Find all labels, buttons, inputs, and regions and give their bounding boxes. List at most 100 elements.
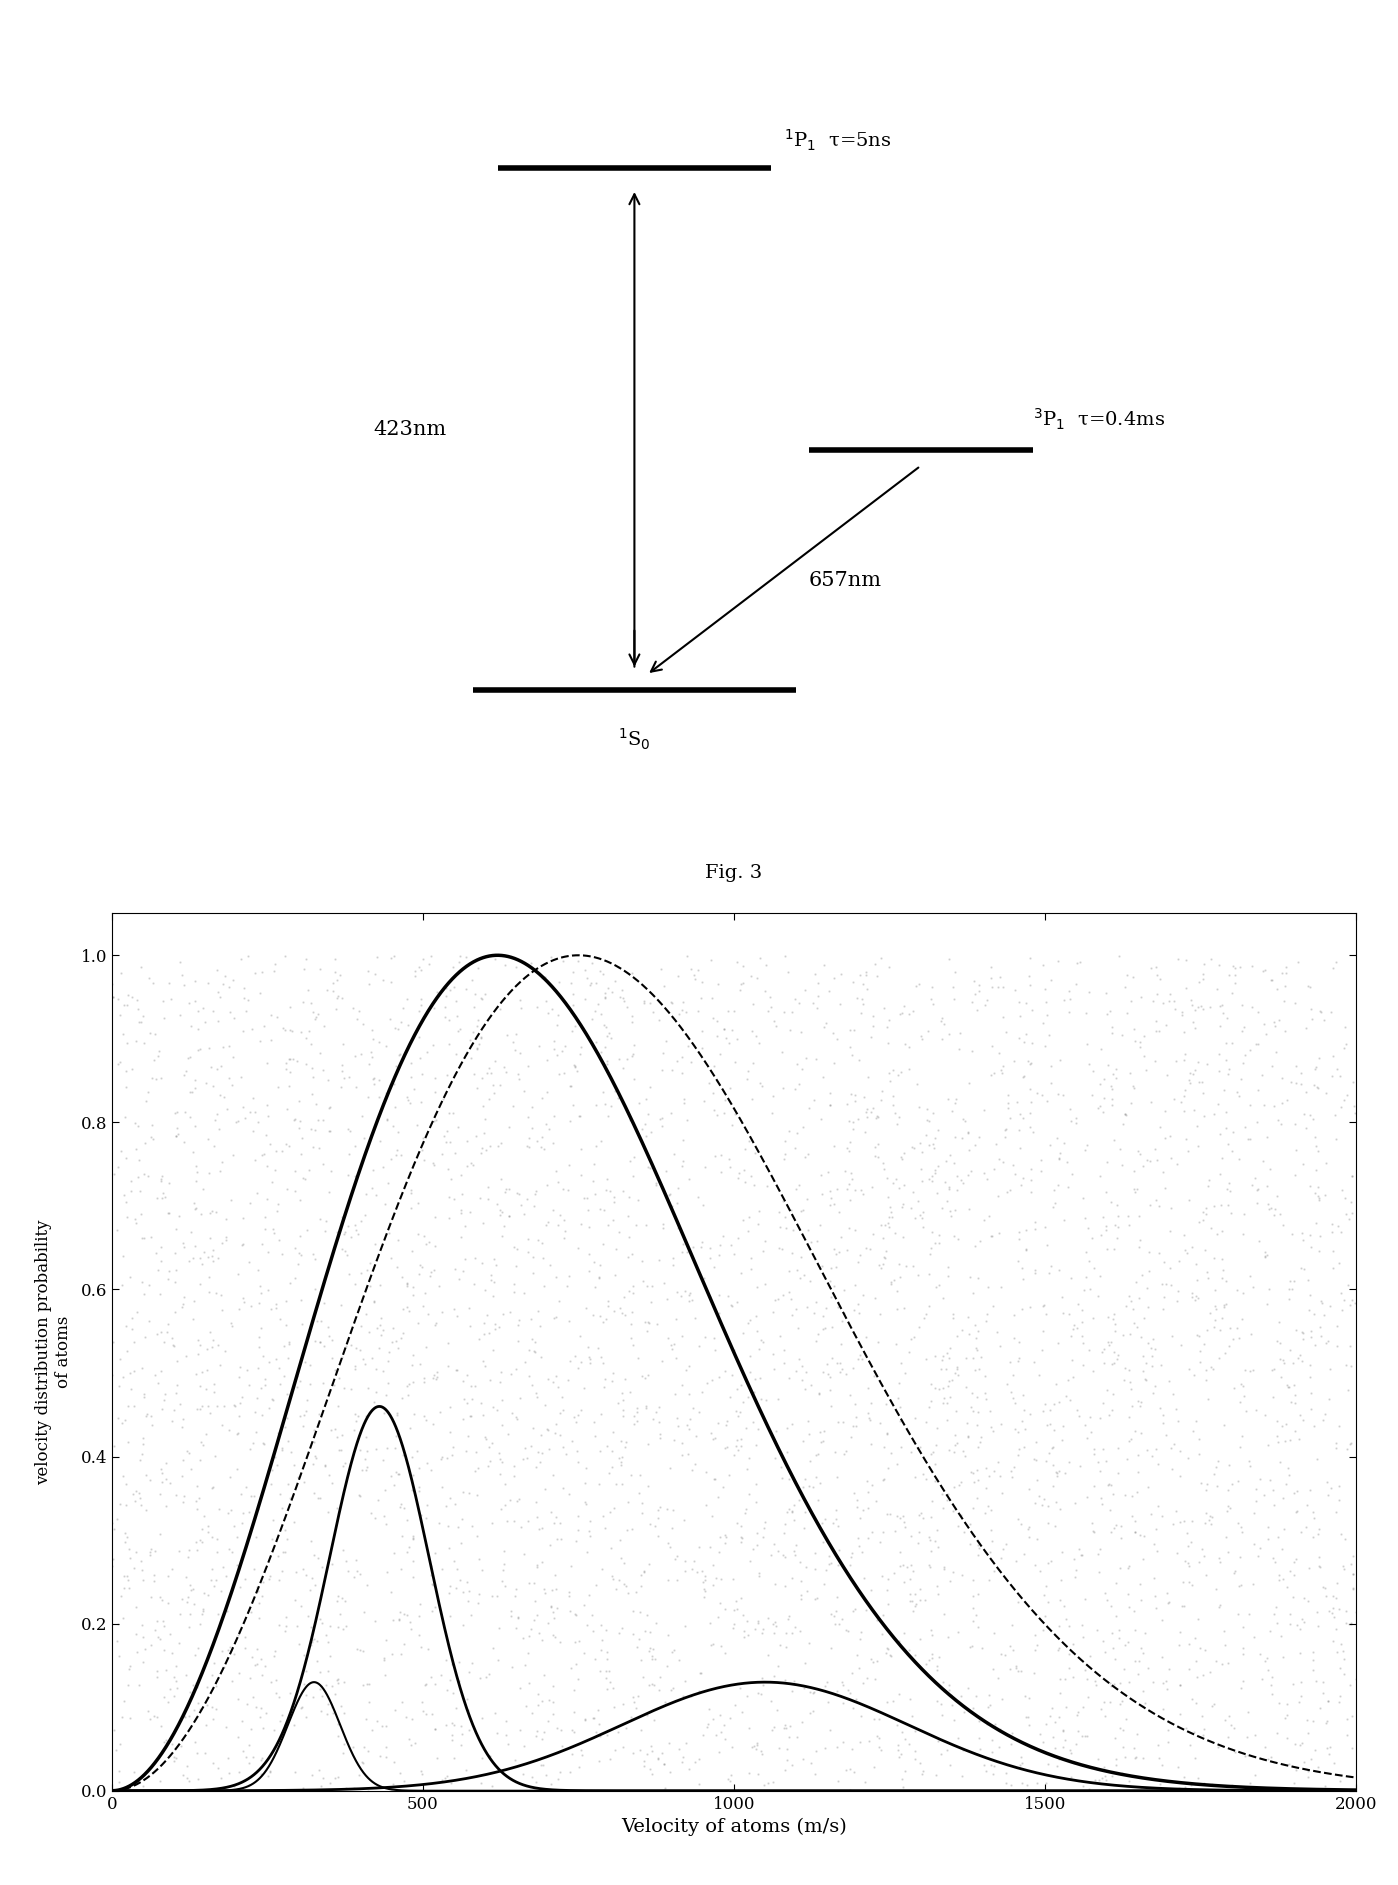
Point — [426, 976, 449, 1007]
Point — [1012, 1163, 1035, 1193]
Point — [924, 1154, 946, 1184]
Point — [1197, 1171, 1219, 1201]
Point — [1021, 1154, 1043, 1184]
Point — [1169, 1670, 1191, 1700]
Point — [1114, 1099, 1137, 1129]
Point — [295, 1657, 317, 1687]
Point — [745, 1734, 768, 1764]
Point — [1241, 950, 1264, 980]
Point — [194, 1067, 217, 1097]
Point — [1329, 1629, 1352, 1659]
Point — [651, 1056, 674, 1086]
Point — [601, 1367, 624, 1397]
Point — [200, 1195, 222, 1225]
Point — [1215, 1521, 1237, 1551]
Point — [888, 1742, 910, 1772]
Point — [305, 1440, 327, 1470]
Point — [390, 1687, 412, 1717]
Point — [788, 1485, 811, 1516]
Point — [821, 1252, 843, 1282]
Point — [147, 1041, 169, 1071]
Point — [222, 1389, 245, 1419]
Point — [769, 1321, 791, 1352]
Point — [822, 1131, 844, 1161]
Point — [1222, 1323, 1244, 1353]
Point — [517, 1621, 540, 1651]
Point — [1100, 1188, 1123, 1218]
Point — [502, 1027, 524, 1057]
Point — [872, 1148, 895, 1178]
Point — [182, 1574, 204, 1604]
Point — [109, 1344, 131, 1374]
Point — [460, 1647, 482, 1678]
Point — [1058, 1612, 1081, 1642]
Point — [264, 1678, 287, 1708]
Point — [628, 1478, 650, 1508]
Point — [1113, 1653, 1135, 1683]
Point — [390, 1489, 412, 1519]
Point — [1138, 1237, 1160, 1267]
Point — [343, 993, 365, 1024]
Point — [129, 1670, 151, 1700]
Point — [561, 967, 583, 997]
Point — [1132, 1691, 1155, 1721]
Point — [991, 1478, 1014, 1508]
Point — [1151, 1604, 1173, 1634]
Point — [1255, 1018, 1278, 1048]
Point — [854, 958, 877, 988]
Point — [1048, 1702, 1071, 1732]
Point — [206, 954, 228, 984]
Point — [909, 1499, 931, 1529]
Point — [577, 1255, 600, 1286]
Point — [350, 1310, 372, 1340]
Point — [773, 1139, 795, 1169]
Point — [171, 1583, 193, 1614]
Point — [173, 1127, 196, 1157]
Point — [354, 1199, 376, 1229]
Point — [308, 1133, 330, 1163]
Point — [871, 1076, 893, 1106]
Point — [835, 1755, 857, 1785]
Point — [133, 1382, 155, 1412]
Point — [1204, 1291, 1226, 1321]
Point — [1124, 1506, 1146, 1536]
Point — [424, 1203, 446, 1233]
Point — [289, 1591, 312, 1621]
Point — [1208, 1056, 1230, 1086]
Point — [974, 1497, 997, 1527]
Point — [625, 1576, 647, 1606]
Point — [809, 1159, 832, 1189]
Point — [879, 1499, 902, 1529]
Point — [1321, 1580, 1343, 1610]
Point — [1097, 1329, 1120, 1359]
Point — [867, 1101, 889, 1131]
Point — [833, 1438, 856, 1468]
Point — [1102, 1378, 1124, 1408]
Point — [390, 1007, 412, 1037]
Point — [1195, 1193, 1218, 1223]
Point — [133, 1621, 155, 1651]
Point — [783, 984, 805, 1014]
Point — [730, 1674, 752, 1704]
Point — [871, 1561, 893, 1591]
Point — [228, 1615, 250, 1646]
Point — [1044, 1369, 1067, 1399]
Point — [1107, 1201, 1130, 1231]
Point — [401, 1367, 424, 1397]
Point — [549, 1627, 572, 1657]
Point — [446, 1301, 468, 1331]
Point — [875, 1632, 898, 1663]
Point — [514, 1691, 537, 1721]
Point — [860, 1576, 882, 1606]
Point — [351, 1101, 373, 1131]
Point — [973, 1095, 995, 1125]
Point — [1311, 1404, 1334, 1434]
Point — [644, 1512, 667, 1542]
Point — [935, 1387, 958, 1418]
Point — [1142, 1325, 1165, 1355]
Point — [1104, 1600, 1127, 1631]
Point — [270, 1304, 292, 1335]
Point — [842, 1410, 864, 1440]
Point — [688, 1768, 710, 1798]
Point — [1205, 1470, 1227, 1500]
